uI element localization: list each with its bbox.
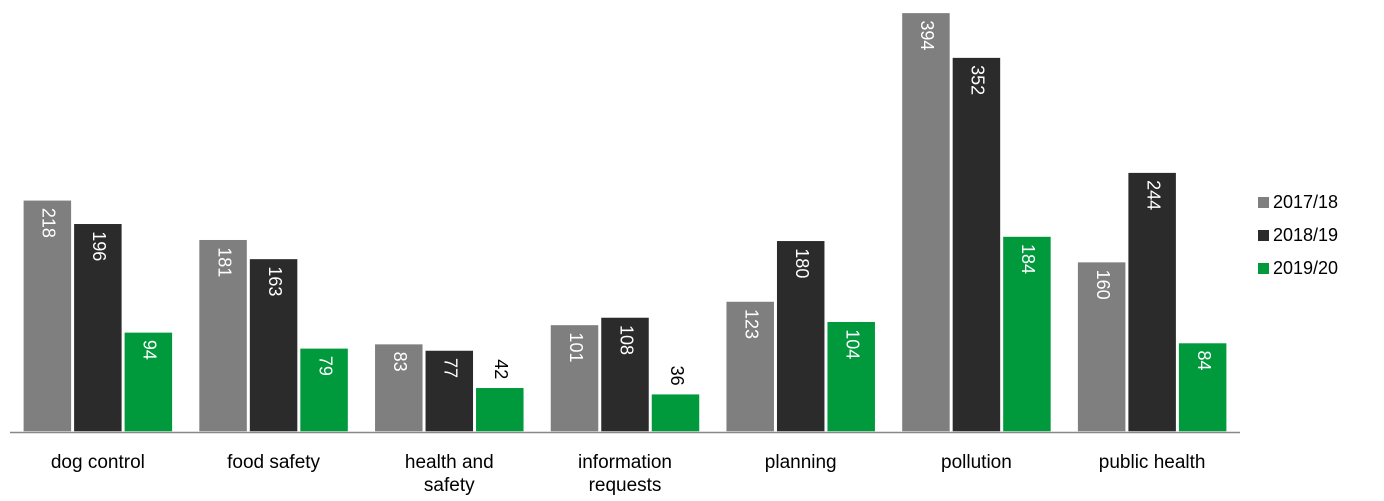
value-label-2018-19-cat-3: 108 xyxy=(616,325,636,355)
bar-2018-19-cat-6 xyxy=(1126,171,1178,433)
bar-2017-18-cat-0 xyxy=(22,199,73,433)
value-label-2019-20-cat-1: 79 xyxy=(315,356,335,376)
value-label-2017-18-cat-2: 83 xyxy=(390,352,410,372)
category-label-0: dog control xyxy=(51,452,145,473)
value-label-2017-18-cat-4: 123 xyxy=(741,309,761,339)
legend-swatch-2019-20 xyxy=(1258,263,1269,274)
value-label-2019-20-cat-3: 36 xyxy=(667,366,687,386)
bar-2019-20-cat-3 xyxy=(650,392,701,433)
value-label-2019-20-cat-4: 104 xyxy=(842,329,862,359)
legend-swatch-2017-18 xyxy=(1258,197,1269,208)
value-label-2018-19-cat-4: 180 xyxy=(792,248,812,278)
category-label-6: public health xyxy=(1099,452,1206,473)
bar-2019-20-cat-5 xyxy=(1001,235,1053,433)
value-label-2018-19-cat-0: 196 xyxy=(89,231,109,261)
legend-label-2017-18: 2017/18 xyxy=(1273,192,1338,212)
bar-2019-20-cat-1 xyxy=(298,347,350,433)
bar-2017-18-cat-5 xyxy=(900,11,952,433)
legend-label-2018-19: 2018/19 xyxy=(1273,225,1338,245)
legend-swatch-2018-19 xyxy=(1258,230,1269,241)
value-label-2017-18-cat-3: 101 xyxy=(566,332,586,362)
value-label-2017-18-cat-5: 394 xyxy=(917,20,937,50)
legend: 2017/18 2018/19 2019/20 xyxy=(1258,192,1338,278)
bar-2018-19-cat-0 xyxy=(72,222,124,433)
value-label-2018-19-cat-6: 244 xyxy=(1143,180,1163,210)
value-label-2019-20-cat-0: 94 xyxy=(140,340,160,360)
bar-2019-20-cat-6 xyxy=(1177,341,1228,433)
value-label-2019-20-cat-6: 84 xyxy=(1194,351,1214,371)
bar-2018-19-cat-4 xyxy=(775,239,826,433)
bar-2018-19-cat-3 xyxy=(599,316,651,433)
category-label-1: food safety xyxy=(227,452,320,473)
category-labels-layer: dog control food safety health and safety in… xyxy=(51,452,1206,496)
category-label-3: information requests xyxy=(578,452,672,496)
value-label-2017-18-cat-0: 218 xyxy=(39,208,59,238)
legend-label-2019-20: 2019/20 xyxy=(1273,258,1338,278)
value-label-2017-18-cat-6: 160 xyxy=(1093,270,1113,300)
bar-2017-18-cat-4 xyxy=(724,300,776,433)
category-label-2: health and safety xyxy=(405,452,494,496)
value-label-2019-20-cat-5: 184 xyxy=(1018,244,1038,274)
bar-2018-19-cat-5 xyxy=(951,56,1002,433)
value-label-2018-19-cat-5: 352 xyxy=(968,65,988,95)
value-labels-layer: 218 196 94 181 163 79 83 77 42 101 108 36 123 180 104 3… xyxy=(39,20,1214,385)
value-label-2018-19-cat-1: 163 xyxy=(265,266,285,296)
bar-2019-20-cat-2 xyxy=(474,386,526,433)
category-label-4: planning xyxy=(765,452,837,473)
value-label-2019-20-cat-2: 42 xyxy=(491,359,511,379)
bars-layer xyxy=(22,11,1228,433)
bar-2018-19-cat-2 xyxy=(424,349,475,433)
value-label-2018-19-cat-2: 77 xyxy=(441,358,461,378)
category-label-5: pollution xyxy=(941,452,1012,473)
value-label-2017-18-cat-1: 181 xyxy=(214,247,234,277)
bar-2017-18-cat-1 xyxy=(197,238,249,433)
